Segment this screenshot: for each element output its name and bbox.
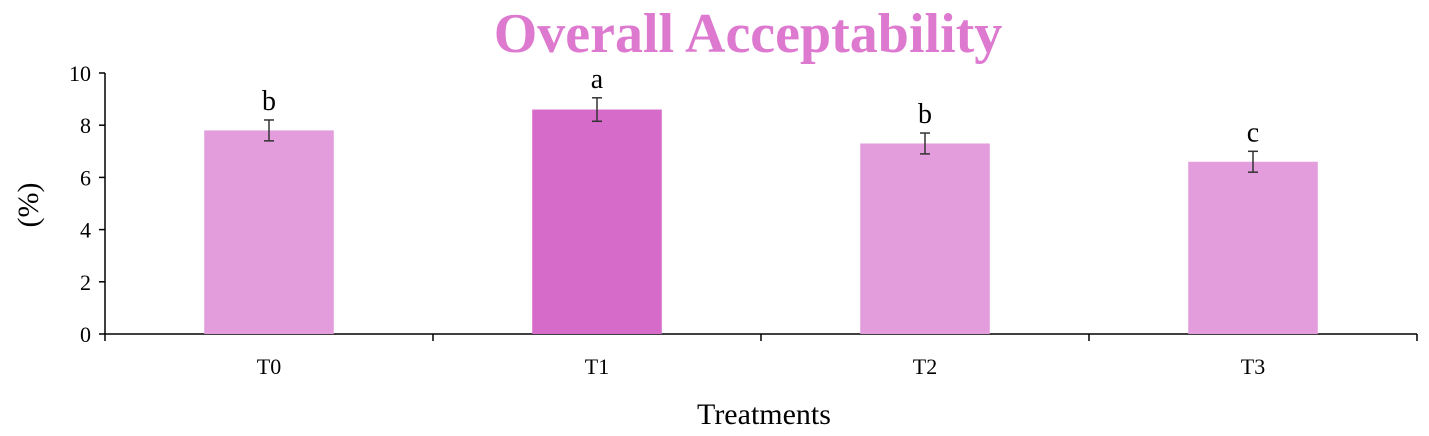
x-tick-label: T3 (1241, 354, 1265, 379)
significance-letter: b (262, 86, 276, 117)
x-tick-label: T0 (257, 354, 281, 379)
x-tick-label: T2 (913, 354, 937, 379)
x-axis-label: Treatments (697, 398, 831, 431)
y-tick-label: 6 (80, 165, 91, 190)
bar-t0 (204, 130, 334, 334)
y-axis-label: (%) (12, 183, 45, 228)
chart-title: Overall Acceptability (494, 3, 1003, 65)
y-tick-label: 8 (80, 113, 91, 138)
plot-area: 0 2 4 6 8 10 b T0 a T1 b T2 c T3 (69, 61, 1418, 379)
bar-t3 (1188, 161, 1318, 334)
x-tick-label: T1 (585, 354, 609, 379)
significance-letter: b (918, 99, 932, 130)
significance-letter: c (1247, 117, 1259, 148)
bar-t1 (532, 109, 662, 334)
y-tick-label: 10 (69, 61, 91, 86)
significance-letter: a (591, 64, 604, 95)
y-tick-label: 0 (80, 322, 91, 347)
y-tick-label: 4 (80, 218, 91, 243)
y-tick-label: 2 (80, 270, 91, 295)
bar-t2 (860, 143, 990, 334)
